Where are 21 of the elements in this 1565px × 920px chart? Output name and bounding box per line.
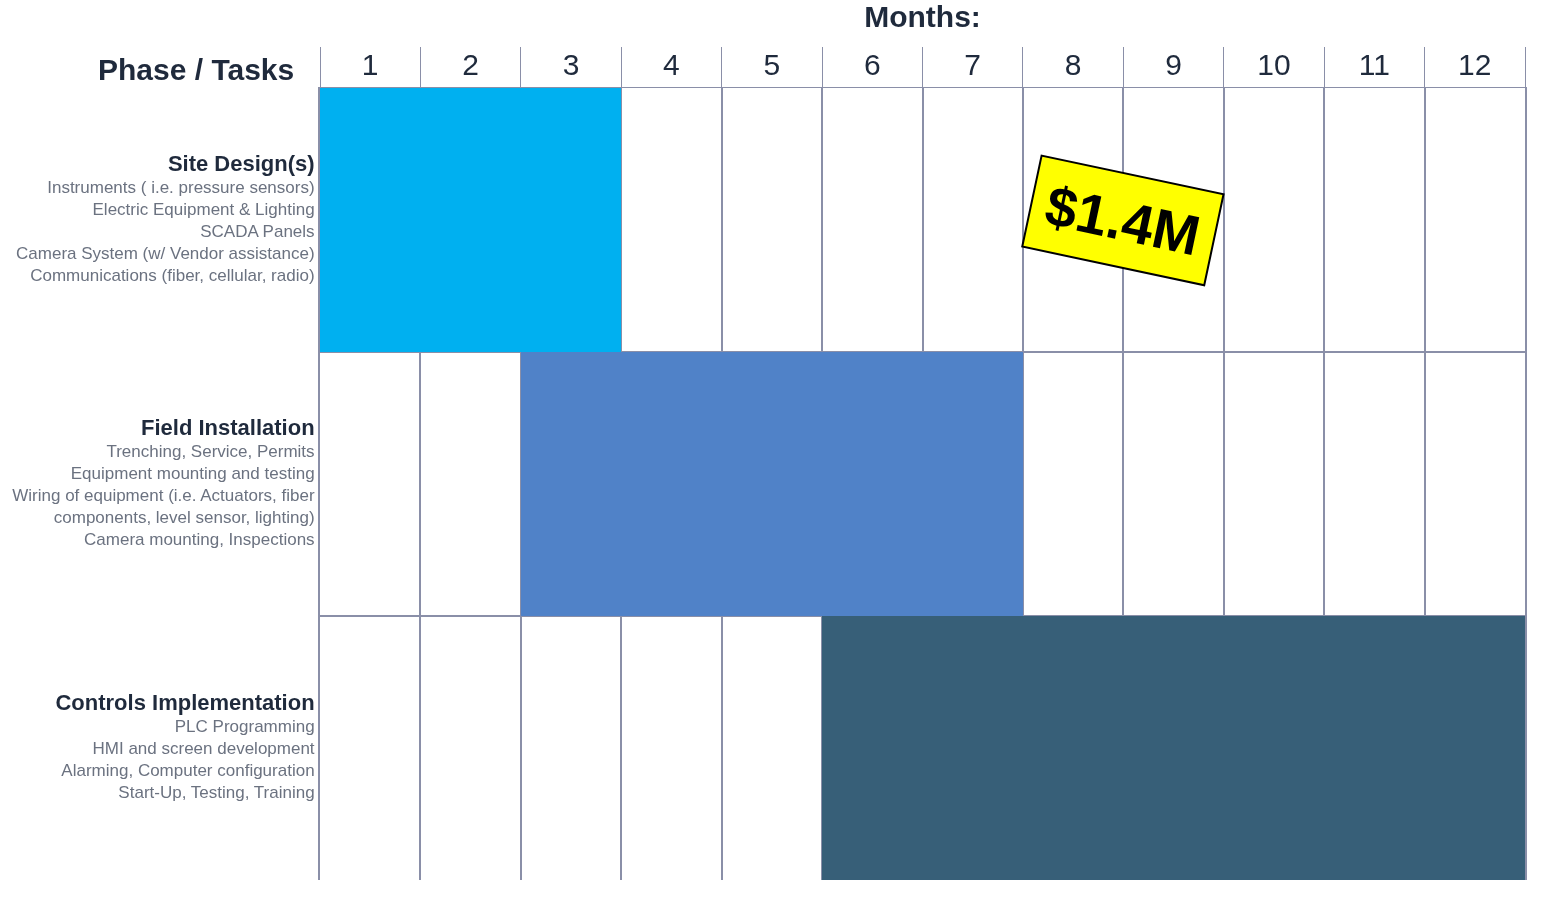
- x-tick-label: 10: [1257, 48, 1291, 81]
- bar: [521, 352, 1023, 616]
- y-axis-title: Phase / Tasks: [98, 53, 295, 86]
- x-tick-label: 1: [361, 48, 379, 81]
- x-tick-label: 7: [964, 48, 982, 81]
- annotation: $1.4M: [1040, 173, 1206, 268]
- x-tick-label: 9: [1165, 48, 1182, 81]
- x-tick-label: 3: [562, 48, 580, 81]
- y-tick-label: Field Installation Trenching, Service, Permits Equipment mounting and testing Wiring of equipment (i.e. Actuators, fiber components, level sensor, lighting) Camera mounting, Inspections: [12, 414, 315, 550]
- x-tick-label: 5: [763, 48, 781, 81]
- x-tick-label: 12: [1458, 48, 1492, 81]
- x-axis-title: Months:: [864, 0, 981, 33]
- y-tick-label: Controls Implementation PLC Programming HMI and screen development Alarming, Computer configuration Start-Up, Testing, Training: [55, 689, 315, 803]
- x-tick-label: 11: [1358, 48, 1390, 81]
- bar: [320, 88, 621, 352]
- x-tick-label: 2: [462, 48, 479, 81]
- x-tick-label: 8: [1064, 48, 1082, 81]
- x-tick-label: 4: [663, 48, 680, 81]
- x-tick-label: 6: [863, 48, 881, 81]
- bar: [822, 616, 1525, 880]
- y-tick-label: Site Design(s) Instruments ( i.e. pressure sensors) Electric Equipment & Lighting SCADA Panels Camera System (w/ Vendor assistance) Communications (fiber, cellular, radio): [16, 150, 315, 286]
